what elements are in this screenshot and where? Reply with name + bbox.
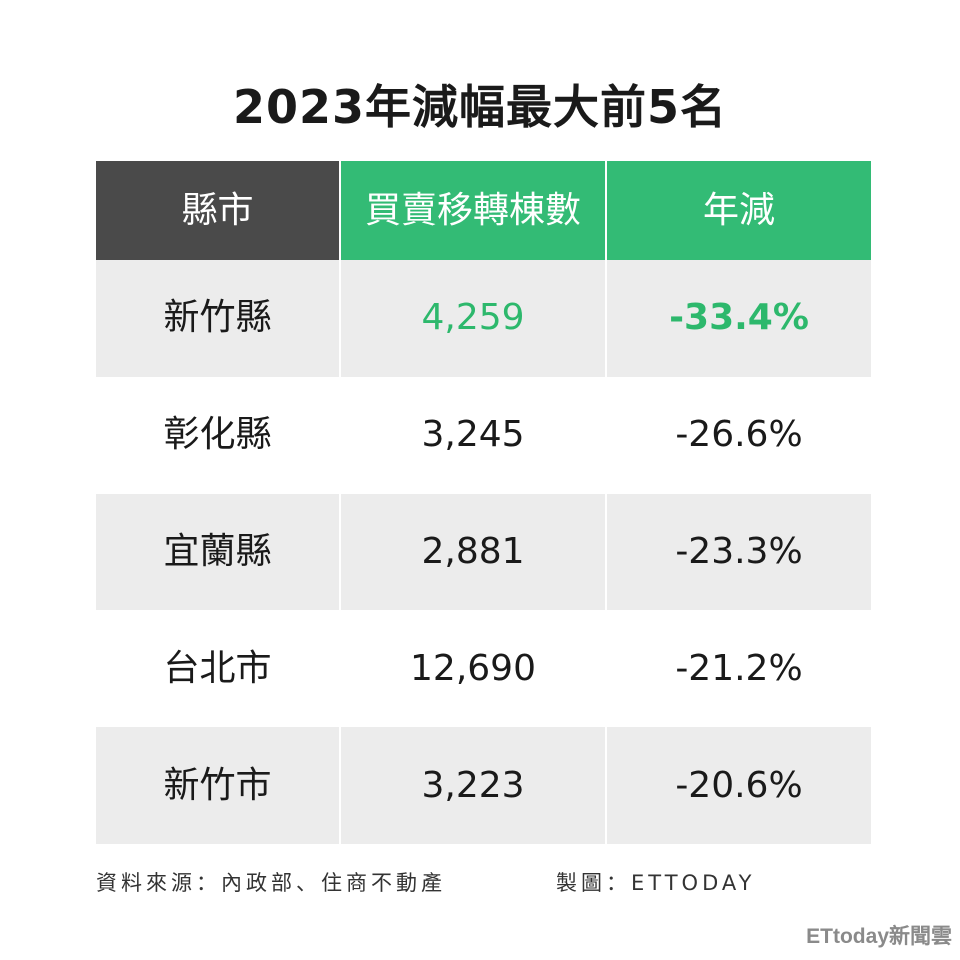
change-cell: -21.2% [607, 610, 871, 728]
page-title: 2023年減幅最大前5名 [232, 80, 728, 134]
source-note: 資料來源：內政部、住商不動產 [96, 871, 446, 895]
transfers-cell: 2,881 [341, 493, 605, 611]
transfers-cell: 4,259 [341, 260, 605, 377]
maker-note: 製圖：ETTODAY [556, 871, 756, 895]
county-cell: 彰化縣 [96, 376, 339, 494]
change-cell: -26.6% [607, 376, 871, 494]
header-transfers: 買賣移轉棟數 [341, 161, 605, 260]
transfers-cell: 3,245 [341, 376, 605, 494]
transfers-cell: 12,690 [341, 610, 605, 728]
header-county: 縣市 [96, 161, 339, 260]
change-cell: -20.6% [607, 727, 871, 844]
county-cell: 新竹市 [96, 727, 339, 844]
change-cell: -23.3% [607, 493, 871, 611]
watermark-logo: ETtoday新聞雲 [806, 925, 952, 948]
county-cell: 台北市 [96, 610, 339, 728]
ranking-table: 縣市 買賣移轉棟數 年減 新竹縣 4,259 -33.4% 彰化縣 3,245 … [96, 161, 871, 844]
header-change: 年減 [607, 161, 871, 260]
transfers-cell: 3,223 [341, 727, 605, 844]
change-cell: -33.4% [607, 260, 871, 377]
county-cell: 新竹縣 [96, 260, 339, 377]
county-cell: 宜蘭縣 [96, 493, 339, 611]
